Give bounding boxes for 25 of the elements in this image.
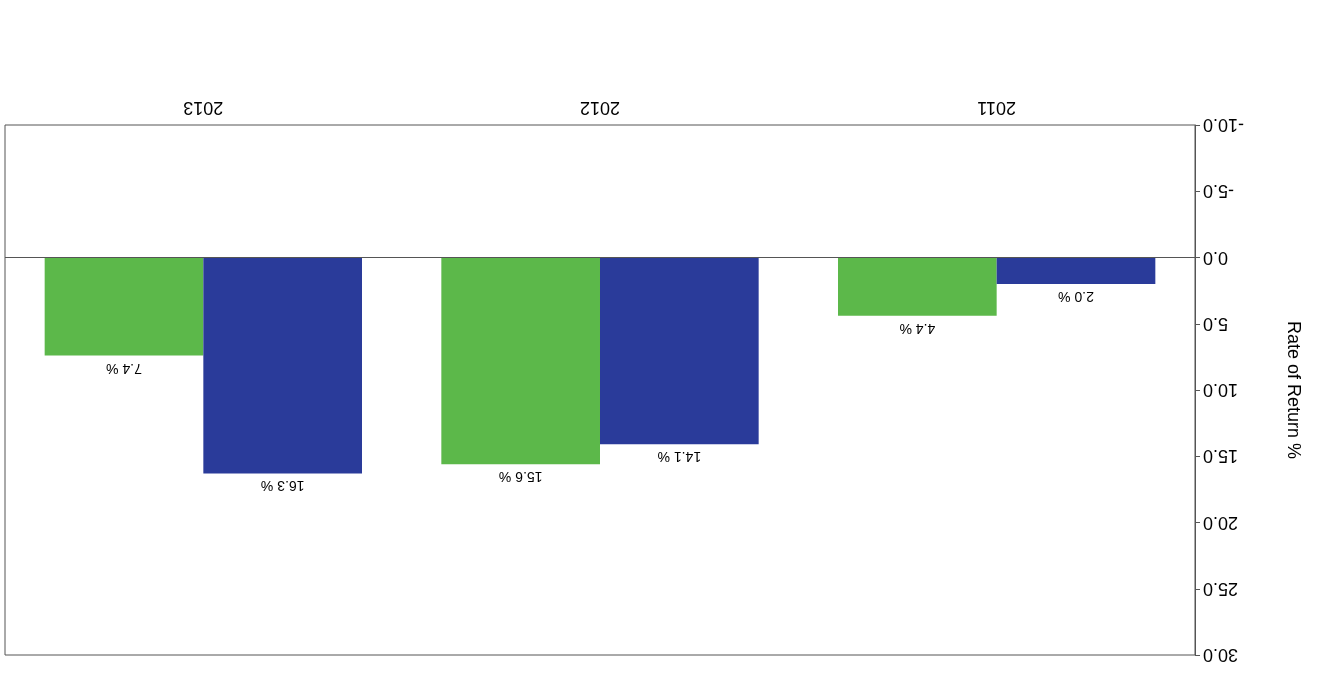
y-tick-label: 30.0 [1203, 645, 1239, 665]
bar [203, 257, 362, 474]
y-tick-label: 25.0 [1203, 578, 1239, 599]
data-label: 7.4 % [106, 360, 142, 377]
data-label: 2.0 % [1058, 289, 1094, 305]
y-tick-label: -5.0 [1203, 181, 1235, 202]
y-tick-label: 10.0 [1203, 380, 1239, 400]
y-tick-label: 0.0 [1203, 247, 1229, 268]
y-tick-label: -10.0 [1203, 115, 1245, 135]
y-tick-label: 15.0 [1203, 446, 1239, 467]
bar [44, 257, 204, 356]
x-tick-label: 2013 [183, 98, 224, 118]
y-tick-label: 5.0 [1203, 313, 1229, 334]
data-label: 14.1 % [657, 449, 702, 466]
bar [441, 257, 600, 465]
bar [996, 257, 1156, 284]
bar [600, 257, 759, 445]
bar [838, 257, 997, 316]
x-tick-label: 2012 [579, 98, 621, 118]
x-tick-label: 2011 [977, 98, 1017, 118]
y-tick-label: 20.0 [1203, 512, 1239, 533]
data-label: 15.6 % [498, 469, 543, 486]
data-label: 16.3 % [260, 478, 305, 495]
y-axis-title: Rate of Return % [1284, 320, 1304, 460]
data-label: 4.4 % [899, 320, 936, 337]
